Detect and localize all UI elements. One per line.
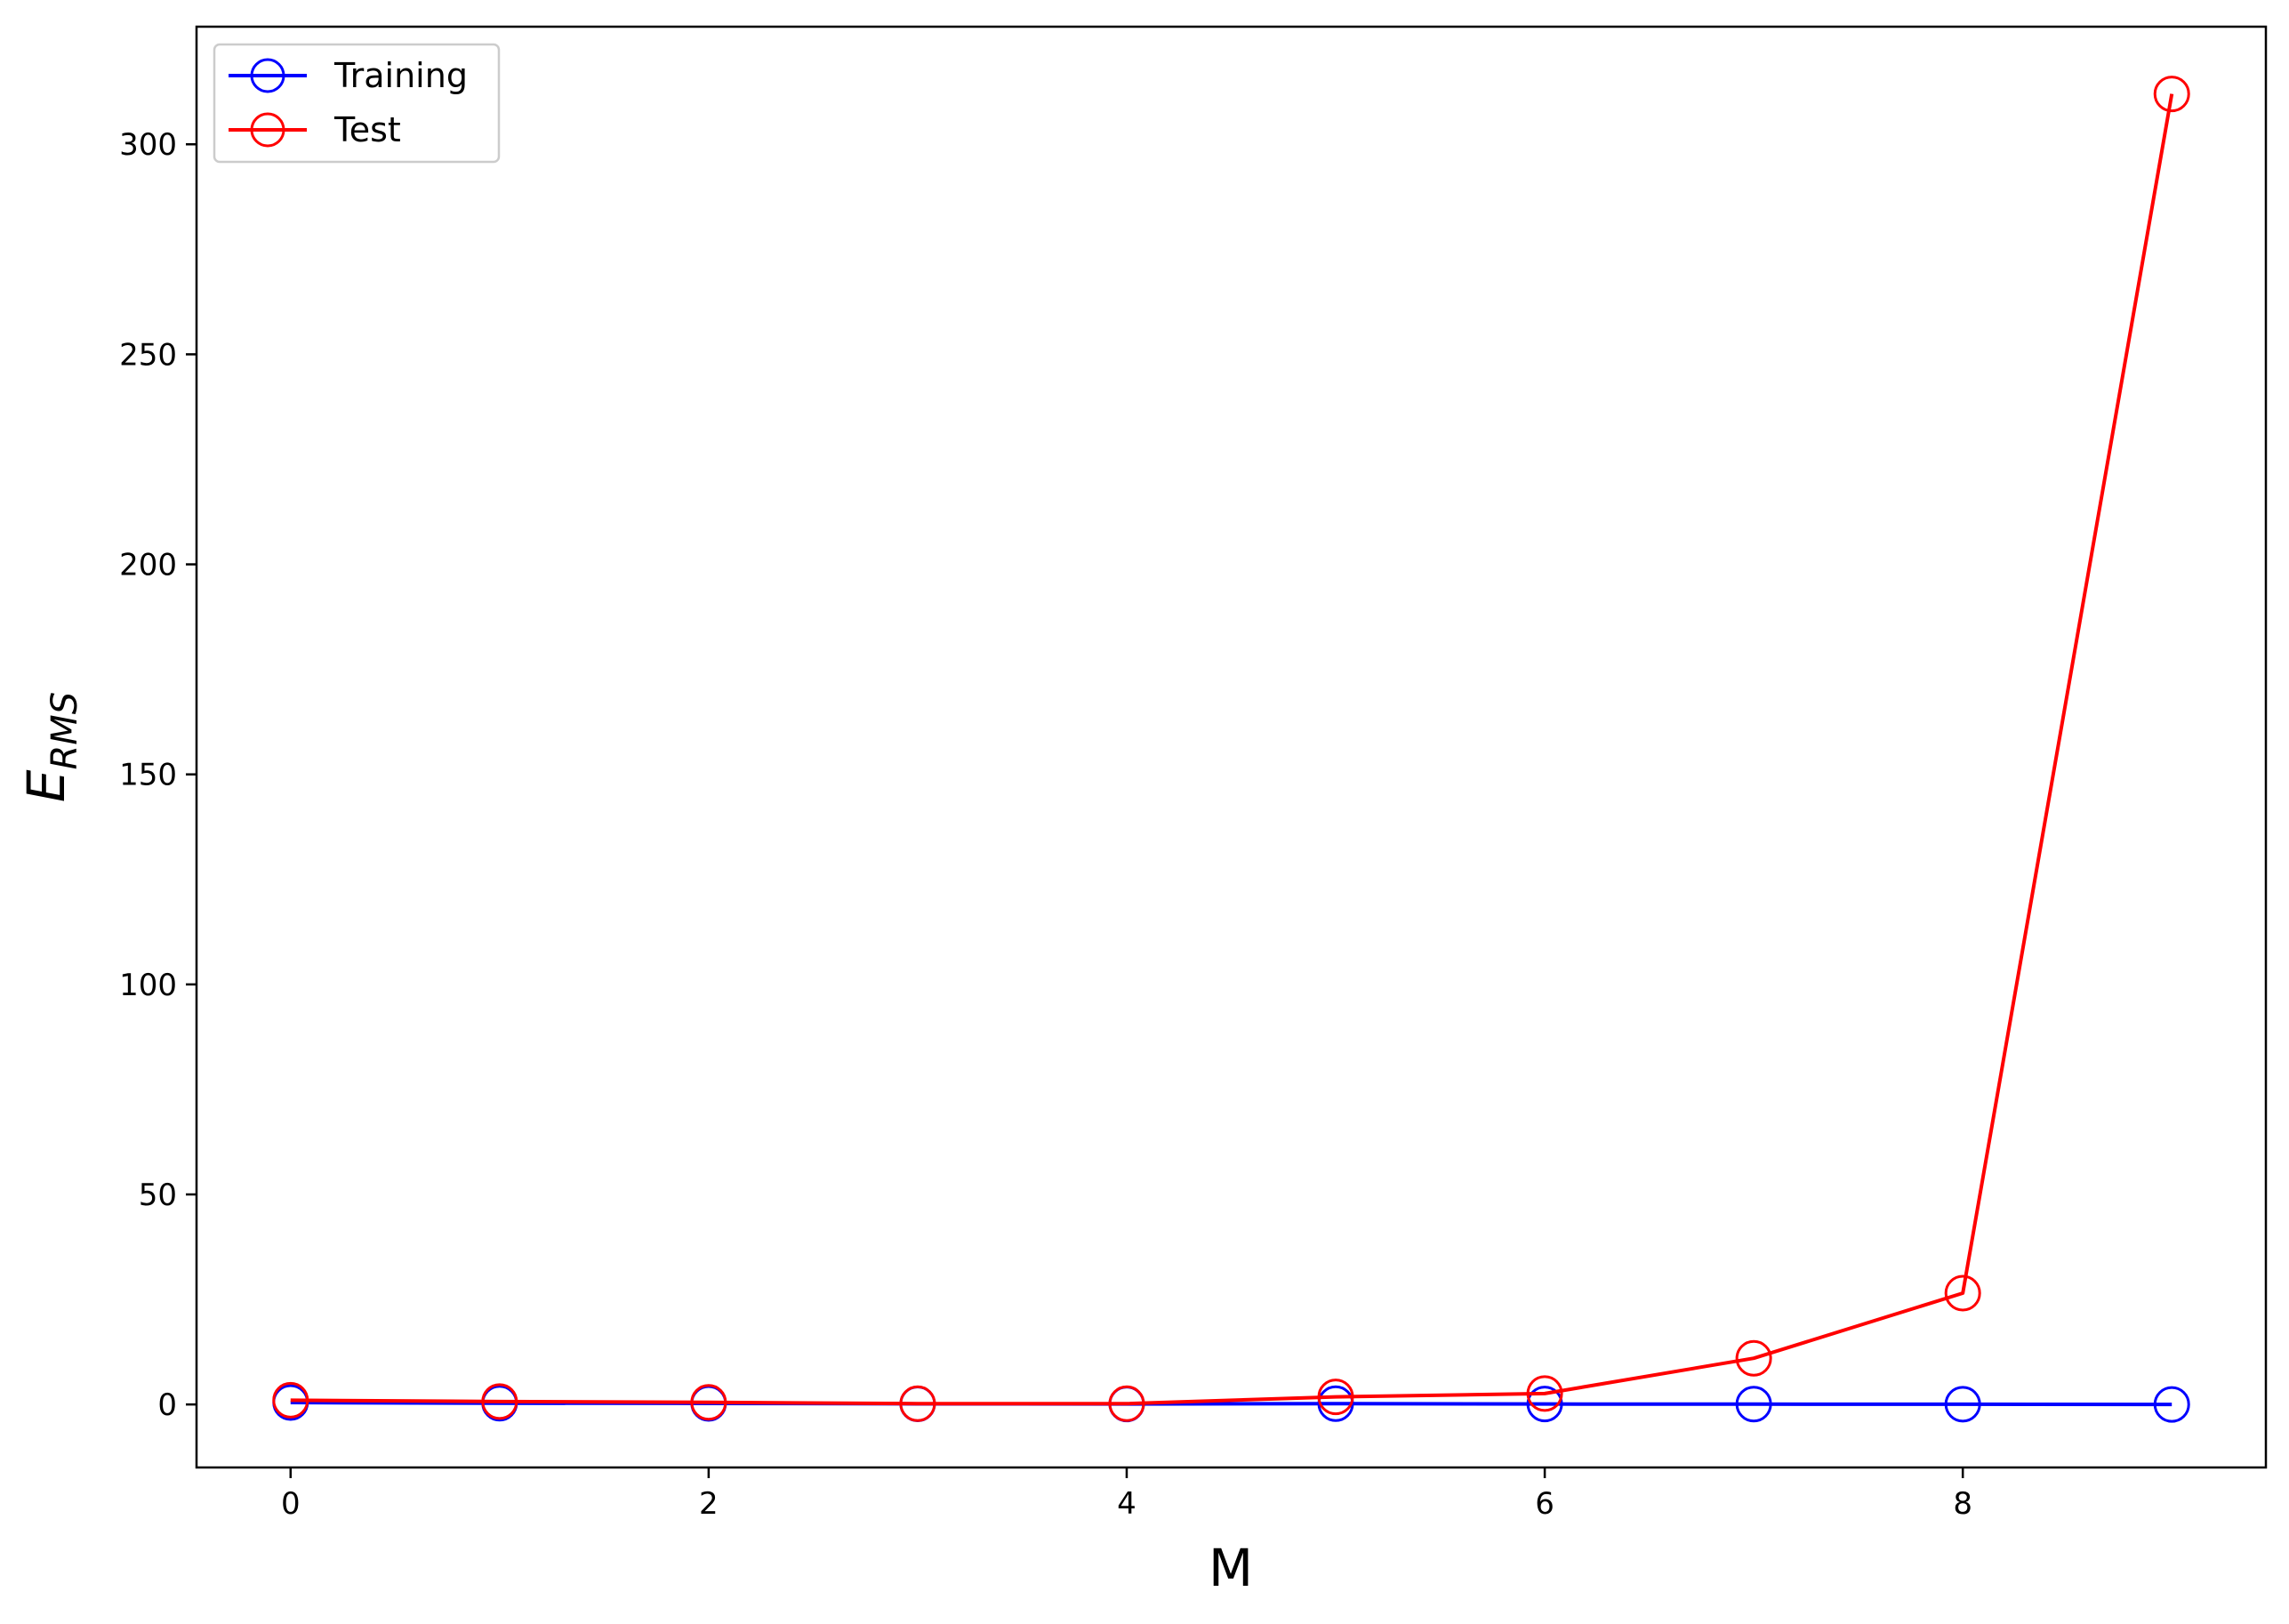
data-point-test bbox=[2153, 76, 2190, 113]
x-axis-label: M bbox=[1209, 1538, 1253, 1598]
y-tick-label: 100 bbox=[119, 968, 177, 1003]
data-point-training bbox=[1735, 1386, 1772, 1423]
y-tick-label: 250 bbox=[119, 337, 177, 373]
x-tick-label: 2 bbox=[699, 1486, 719, 1522]
data-point-test bbox=[1317, 1379, 1354, 1416]
y-axis-ticks: 0 50 100 150 200 250 300 bbox=[119, 127, 197, 1423]
data-point-test bbox=[690, 1384, 727, 1421]
y-axis-label-main: E bbox=[16, 769, 76, 802]
x-tick-label: 0 bbox=[281, 1486, 301, 1522]
data-point-training bbox=[1944, 1386, 1981, 1423]
data-point-training bbox=[2153, 1386, 2190, 1423]
legend-test-marker bbox=[250, 112, 285, 148]
legend-item-test: Test bbox=[229, 110, 401, 149]
y-tick-label: 0 bbox=[157, 1387, 177, 1423]
x-tick-label: 6 bbox=[1535, 1486, 1554, 1522]
data-point-test bbox=[899, 1385, 936, 1422]
y-axis-label-subscript: RMS bbox=[44, 692, 85, 770]
y-tick-label: 150 bbox=[119, 758, 177, 793]
y-tick-label: 50 bbox=[139, 1178, 177, 1213]
data-point-test bbox=[1944, 1274, 1981, 1312]
y-tick-label: 300 bbox=[119, 127, 177, 163]
legend: Training Test bbox=[213, 43, 501, 164]
legend-test-label: Test bbox=[333, 110, 401, 149]
y-axis-label: ERMS bbox=[16, 692, 85, 802]
data-point-test bbox=[272, 1381, 309, 1419]
data-point-test bbox=[1108, 1385, 1145, 1422]
data-point-test bbox=[1735, 1339, 1772, 1377]
data-point-training bbox=[1526, 1386, 1563, 1423]
data-point-test bbox=[481, 1383, 518, 1420]
plot-frame bbox=[195, 25, 2268, 1469]
y-tick-label: 200 bbox=[119, 548, 177, 583]
legend-item-training: Training bbox=[229, 56, 468, 95]
series-line-test bbox=[290, 93, 2174, 1406]
legend-training-marker bbox=[250, 58, 285, 93]
series-layer bbox=[272, 76, 2190, 1423]
data-point-test bbox=[1526, 1375, 1563, 1412]
x-tick-label: 8 bbox=[1953, 1486, 1972, 1522]
legend-training-label: Training bbox=[333, 56, 468, 95]
x-axis-ticks: 0 2 4 6 8 bbox=[281, 1467, 1972, 1522]
x-tick-label: 4 bbox=[1117, 1486, 1136, 1522]
